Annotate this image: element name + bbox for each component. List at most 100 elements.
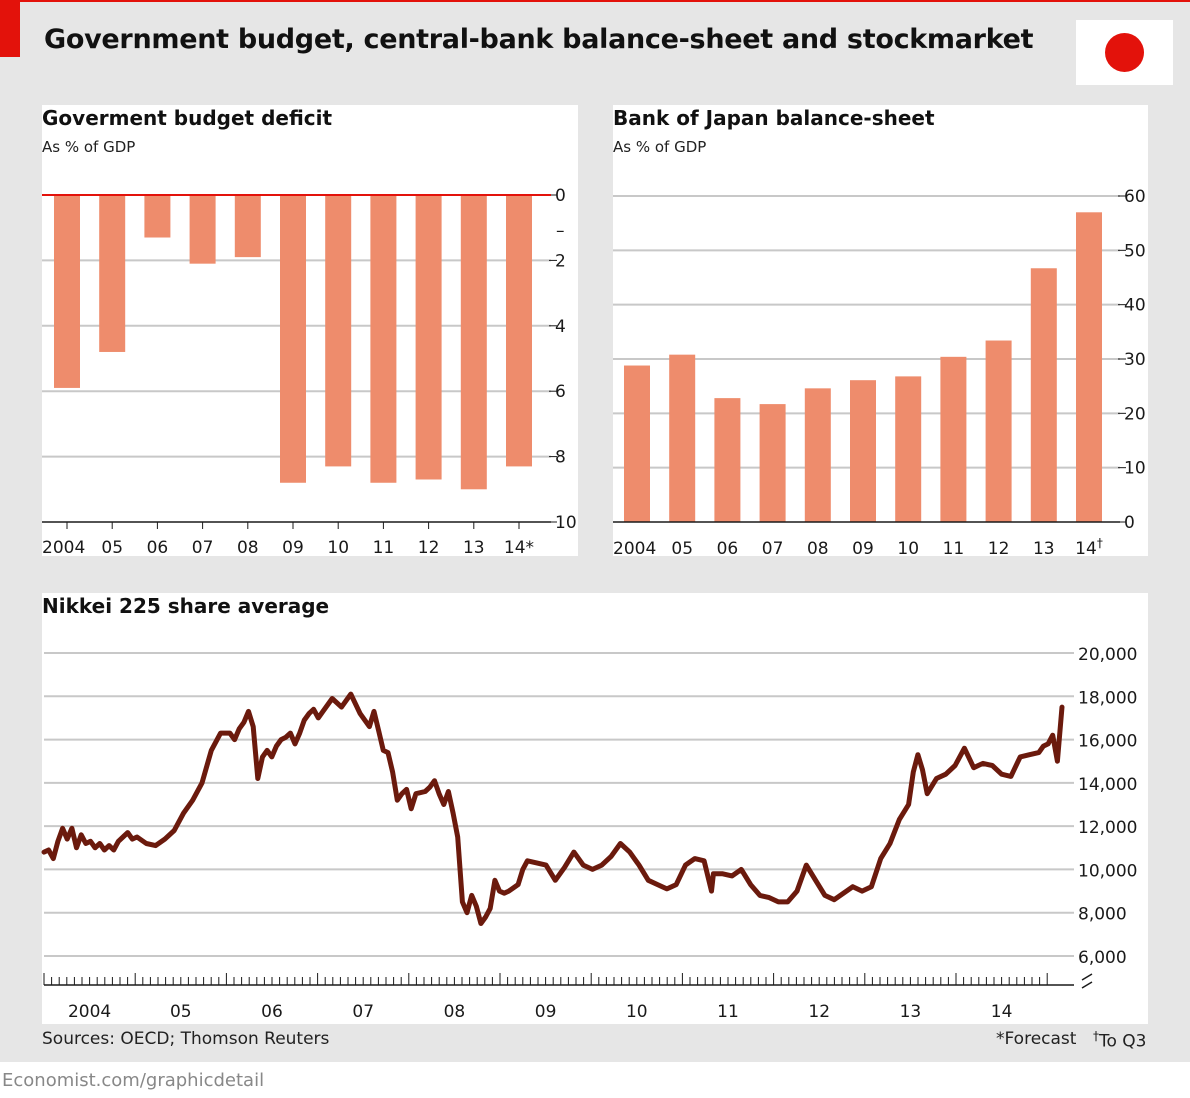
boj-last-category-mark: †: [1097, 536, 1103, 550]
deficit-xtick-label: 2004: [42, 538, 85, 558]
boj-bar: [759, 404, 786, 522]
deficit-chart-title: Goverment budget deficit: [42, 106, 333, 130]
deficit-ytick-label: 0: [555, 186, 566, 206]
q3-note-mark: †: [1093, 1029, 1099, 1043]
boj-bar: [669, 354, 696, 522]
boj-bar: [985, 340, 1012, 522]
boj-xtick-label: 06: [717, 539, 739, 559]
deficit-xtick-label: 07: [192, 538, 214, 558]
nikkei-xtick-label: 14: [991, 1002, 1013, 1022]
nikkei-xtick-label: 07: [352, 1002, 374, 1022]
boj-xtick-label: 11: [943, 539, 965, 559]
nikkei-panel: [42, 593, 1148, 1024]
deficit-bar: [280, 195, 306, 483]
boj-xtick-label: 08: [807, 539, 829, 559]
deficit-bar: [99, 195, 126, 352]
brand-url: Economist.com/graphicdetail: [2, 1070, 265, 1091]
nikkei-series-line: [41, 691, 1065, 926]
main-title: Government budget, central-bank balance-…: [44, 24, 1034, 55]
boj-bar: [804, 388, 831, 522]
boj-xtick-label: 09: [852, 539, 874, 559]
deficit-bar: [370, 195, 397, 483]
deficit-ytick-label: 2: [555, 251, 566, 271]
nikkei-xtick-label: 08: [444, 1002, 466, 1022]
q3-note: †To Q3: [1093, 1029, 1147, 1052]
boj-bar: [1076, 212, 1102, 523]
nikkei-xtick-label: 06: [261, 1002, 283, 1022]
nikkei-ytick-label: 12,000: [1078, 818, 1137, 838]
nikkei-xtick-label: 10: [626, 1002, 648, 1022]
nikkei-ytick-label: 16,000: [1078, 732, 1137, 752]
nikkei-xtick-label: 05: [170, 1002, 192, 1022]
boj-bar: [895, 376, 922, 522]
boj-ytick-label: 10: [1124, 459, 1146, 479]
boj-bar: [940, 356, 967, 522]
deficit-bar: [325, 195, 352, 467]
deficit-xtick-label: 05: [101, 538, 123, 558]
deficit-bar: [506, 195, 532, 467]
deficit-xtick-label: 13: [463, 538, 485, 558]
axis-break-icon: [1081, 973, 1093, 989]
deficit-ytick-label: 4: [555, 317, 566, 337]
japan-flag-icon: [1076, 20, 1173, 85]
boj-bar: [850, 380, 876, 522]
axis-break-stroke: [1081, 973, 1093, 981]
boj-xtick-label: 05: [671, 539, 693, 559]
deficit-xtick-label: 06: [147, 538, 169, 558]
boj-ytick-label: 40: [1124, 296, 1146, 316]
nikkei-xtick-label: 13: [900, 1002, 922, 1022]
japan-flag-sun: [1105, 33, 1144, 72]
boj-xtick-label: 14†: [1075, 536, 1103, 559]
boj-bar: [624, 365, 650, 522]
boj-ytick-label: 30: [1124, 350, 1146, 370]
boj-xtick-label: 12: [988, 539, 1010, 559]
boj-xtick-label: 10: [897, 539, 919, 559]
deficit-xtick-label: 09: [282, 538, 304, 558]
nikkei-xtick-label: 12: [808, 1002, 830, 1022]
boj-ytick-label: 20: [1124, 404, 1146, 424]
forecast-note: *Forecast: [996, 1029, 1077, 1049]
nikkei-ytick-label: 20,000: [1078, 645, 1137, 665]
nikkei-ytick-label: 6,000: [1078, 948, 1127, 968]
boj-chart-subtitle: As % of GDP: [613, 138, 707, 156]
deficit-panel: [42, 105, 578, 556]
deficit-chart-subtitle: As % of GDP: [42, 138, 136, 156]
deficit-ytick-label: 8: [555, 448, 566, 468]
boj-xtick-label: 2004: [613, 539, 656, 559]
nikkei-ytick-label: 18,000: [1078, 688, 1137, 708]
nikkei-ytick-label: 14,000: [1078, 775, 1137, 795]
deficit-xtick-label: 12: [418, 538, 440, 558]
boj-ytick-label: 60: [1124, 187, 1146, 207]
boj-bar: [1030, 268, 1057, 522]
nikkei-xtick-label: 2004: [68, 1002, 111, 1022]
economist-red-tag: [0, 0, 20, 57]
deficit-xtick-label: 11: [373, 538, 395, 558]
nikkei-xtick-label: 11: [717, 1002, 739, 1022]
boj-bar: [714, 398, 741, 522]
sources-note: Sources: OECD; Thomson Reuters: [42, 1029, 330, 1049]
nikkei-xtick-label: 09: [535, 1002, 557, 1022]
deficit-ytick-label: 6: [555, 382, 566, 402]
deficit-bar: [234, 195, 261, 258]
deficit-bar: [144, 195, 171, 238]
deficit-bar: [54, 195, 80, 388]
deficit-xtick-label: 10: [327, 538, 349, 558]
deficit-bar: [460, 195, 487, 490]
deficit-xtick-label: 14*: [504, 538, 534, 558]
deficit-bar: [415, 195, 442, 480]
nikkei-chart-title: Nikkei 225 share average: [42, 594, 330, 618]
boj-xtick-label: 07: [762, 539, 784, 559]
nikkei-ytick-label: 10,000: [1078, 861, 1137, 881]
boj-chart-title: Bank of Japan balance-sheet: [613, 106, 935, 130]
deficit-ytick-label: 10: [555, 513, 577, 533]
deficit-bar: [189, 195, 216, 264]
boj-ytick-label: 50: [1124, 241, 1146, 261]
nikkei-ytick-label: 8,000: [1078, 905, 1127, 925]
boj-ytick-label: 0: [1124, 513, 1135, 533]
boj-xtick-label: 13: [1033, 539, 1055, 559]
deficit-xtick-label: 08: [237, 538, 259, 558]
boj-panel: [613, 105, 1148, 556]
axis-break-stroke: [1081, 981, 1093, 989]
